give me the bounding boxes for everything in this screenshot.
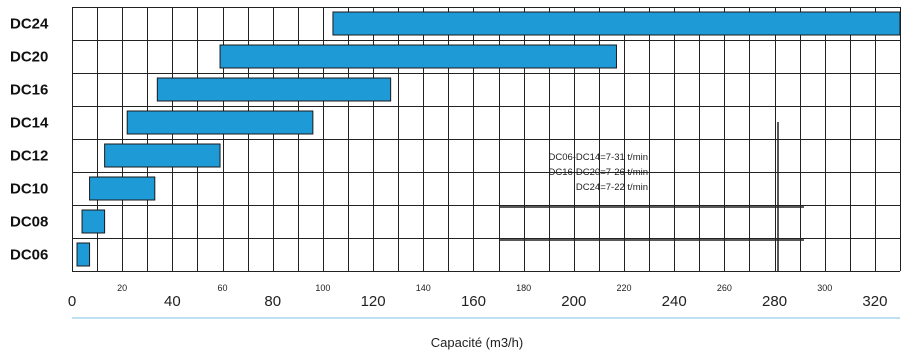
x-tick-label: 180 <box>516 283 531 293</box>
x-tick-label: 60 <box>218 283 228 293</box>
x-axis-label: Capacité (m3/h) <box>431 335 523 350</box>
x-tick-label: 220 <box>616 283 631 293</box>
x-tick-label: 260 <box>717 283 732 293</box>
x-tick-label: 100 <box>315 283 330 293</box>
annotation-block: DC06-DC14=7-31 t/min DC16-DC20=7-26 t/mi… <box>500 122 804 272</box>
category-label-dc08: DC08 <box>10 214 48 231</box>
bar-dc10 <box>89 176 156 201</box>
x-tick-label: 80 <box>264 293 281 310</box>
category-labels: DC24 DC20 DC16 DC14 DC12 DC10 DC08 DC06 <box>10 16 49 264</box>
category-label-dc24: DC24 <box>10 16 49 33</box>
category-label-dc06: DC06 <box>10 247 48 264</box>
x-tick-label: 20 <box>117 283 127 293</box>
x-tick-label: 40 <box>164 293 181 310</box>
bar-dc08 <box>81 209 106 234</box>
x-tick-labels: 0 20 40 60 80 100 120 140 160 180 200 220 240 260 280 3… <box>68 283 888 310</box>
category-label-dc12: DC12 <box>10 148 48 165</box>
bars <box>76 11 901 267</box>
x-tick-label: 240 <box>662 293 687 310</box>
annotation-line-1: DC06-DC14=7-31 t/min <box>548 152 648 163</box>
bar-dc06 <box>76 242 91 267</box>
category-label-dc14: DC14 <box>10 115 49 132</box>
bar-dc14 <box>126 110 314 135</box>
x-tick-label: 320 <box>862 293 887 310</box>
category-label-dc10: DC10 <box>10 181 48 198</box>
bar-dc24 <box>332 11 901 36</box>
annotation-line-3: DC24=7-22 t/min <box>576 182 648 193</box>
category-label-dc16: DC16 <box>10 82 48 99</box>
category-label-dc20: DC20 <box>10 49 48 66</box>
x-tick-label: 140 <box>416 283 431 293</box>
x-tick-label: 120 <box>361 293 386 310</box>
annotation-line-2: DC16-DC20=7-26 t/min <box>548 167 648 178</box>
bar-dc12 <box>104 143 221 168</box>
x-tick-label: 160 <box>461 293 486 310</box>
x-tick-label: 300 <box>817 283 832 293</box>
bar-dc16 <box>156 77 392 102</box>
bar-dc20 <box>219 44 617 69</box>
x-tick-label: 280 <box>762 293 787 310</box>
x-tick-label: 200 <box>561 293 586 310</box>
x-tick-label: 0 <box>68 293 76 310</box>
